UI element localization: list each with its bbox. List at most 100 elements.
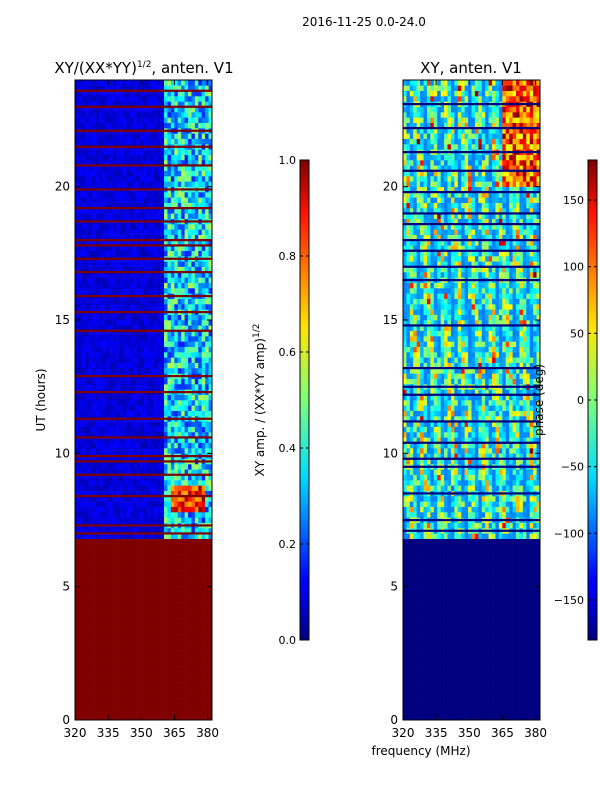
heatmap-cell: [75, 512, 79, 518]
heatmap-cell: [112, 90, 117, 97]
heatmap-cell: [88, 330, 93, 337]
heatmap-cell: [160, 538, 165, 545]
heatmap-cell: [109, 570, 113, 577]
heatmap-cell: [88, 490, 93, 497]
heatmap-cell: [75, 272, 79, 278]
heatmap-cell: [85, 704, 89, 710]
heatmap-cell: [122, 560, 127, 566]
heatmap-cell: [98, 154, 103, 161]
heatmap-cell: [116, 560, 120, 566]
heatmap-cell: [85, 245, 89, 251]
heatmap-cell: [133, 410, 137, 417]
heatmap-cell: [116, 149, 120, 155]
heatmap-cell: [129, 597, 134, 603]
heatmap-cell: [92, 170, 96, 177]
heatmap-cell: [198, 357, 203, 363]
heatmap-cell: [208, 437, 213, 443]
heatmap-cell: [78, 160, 83, 166]
heatmap-cell: [181, 645, 185, 651]
heatmap-cell: [92, 213, 96, 219]
heatmap-cell: [170, 517, 175, 523]
heatmap-cell: [116, 474, 120, 481]
heatmap-cell: [191, 586, 196, 593]
heatmap-cell: [157, 229, 161, 235]
heatmap-cell: [208, 496, 213, 502]
heatmap-cell: [122, 629, 127, 635]
heatmap-cell: [109, 170, 113, 177]
flagged-row: [75, 220, 212, 223]
heatmap-cell: [160, 378, 165, 385]
heatmap-cell: [105, 160, 110, 166]
heatmap-cell: [164, 517, 168, 523]
heatmap-cell: [150, 650, 155, 657]
heatmap-cell: [184, 170, 189, 177]
heatmap-cell: [102, 181, 107, 187]
heatmap-cell: [153, 586, 158, 593]
heatmap-cell: [208, 506, 213, 513]
heatmap-cell: [116, 565, 120, 571]
heatmap-cell: [406, 709, 411, 715]
heatmap-cell: [88, 682, 93, 689]
heatmap-cell: [208, 565, 213, 571]
heatmap-cell: [105, 560, 110, 566]
heatmap-cell: [105, 384, 110, 390]
heatmap-cell: [140, 698, 144, 705]
heatmap-cell: [150, 661, 155, 667]
heatmap-cell: [181, 213, 185, 219]
heatmap-cell: [105, 394, 110, 401]
heatmap-cell: [150, 613, 155, 619]
heatmap-cell: [201, 165, 206, 171]
heatmap-cell: [181, 640, 185, 646]
heatmap-cell: [188, 437, 192, 443]
heatmap-cell: [122, 421, 127, 427]
heatmap-cell: [198, 181, 203, 187]
heatmap-cell: [157, 517, 161, 523]
heatmap-cell: [150, 565, 155, 571]
heatmap-cell: [102, 469, 107, 475]
heatmap-cell: [157, 677, 161, 683]
heatmap-cell: [191, 154, 196, 161]
heatmap-cell: [105, 261, 110, 267]
heatmap-cell: [184, 714, 189, 721]
heatmap-cell: [95, 640, 100, 646]
heatmap-cell: [122, 640, 127, 646]
heatmap-cell: [157, 714, 161, 721]
heatmap-cell: [85, 410, 89, 417]
heatmap-cell: [181, 394, 185, 401]
heatmap-cell: [208, 586, 213, 593]
heatmap-cell: [194, 282, 199, 289]
heatmap-cell: [85, 640, 89, 646]
heatmap-cell: [122, 672, 127, 678]
heatmap-cell: [157, 213, 161, 219]
amplitude-heatmap-panel: XY/(XX*YY)1/2, anten. V1 320 335 350 365 380…: [34, 59, 234, 740]
heatmap-cell: [177, 240, 182, 246]
heatmap-cell: [150, 544, 155, 550]
heatmap-cell: [136, 421, 141, 427]
heatmap-cell: [81, 602, 86, 609]
heatmap-cell: [102, 154, 107, 161]
heatmap-cell: [191, 672, 196, 678]
heatmap-cell: [95, 469, 100, 475]
heatmap-cell: [157, 618, 161, 625]
heatmap-cell: [188, 432, 192, 438]
heatmap-cell: [75, 549, 79, 555]
heatmap-cell: [153, 181, 158, 187]
heatmap-cell: [205, 368, 209, 374]
heatmap-cell: [174, 485, 179, 491]
heatmap-cell: [122, 282, 127, 289]
heatmap-cell: [78, 629, 83, 635]
heatmap-cell: [78, 474, 83, 481]
heatmap-cell: [81, 245, 86, 251]
heatmap-cell: [109, 602, 113, 609]
heatmap-cell: [488, 704, 493, 710]
heatmap-cell: [98, 272, 103, 278]
heatmap-cell: [444, 709, 448, 715]
heatmap-cell: [198, 176, 203, 182]
heatmap-cell: [205, 80, 209, 86]
heatmap-cell: [116, 432, 120, 438]
heatmap-cell: [81, 165, 86, 171]
heatmap-cell: [177, 378, 182, 385]
heatmap-cell: [146, 437, 151, 443]
heatmap-cell: [188, 154, 192, 161]
heatmap-cell: [81, 85, 86, 91]
